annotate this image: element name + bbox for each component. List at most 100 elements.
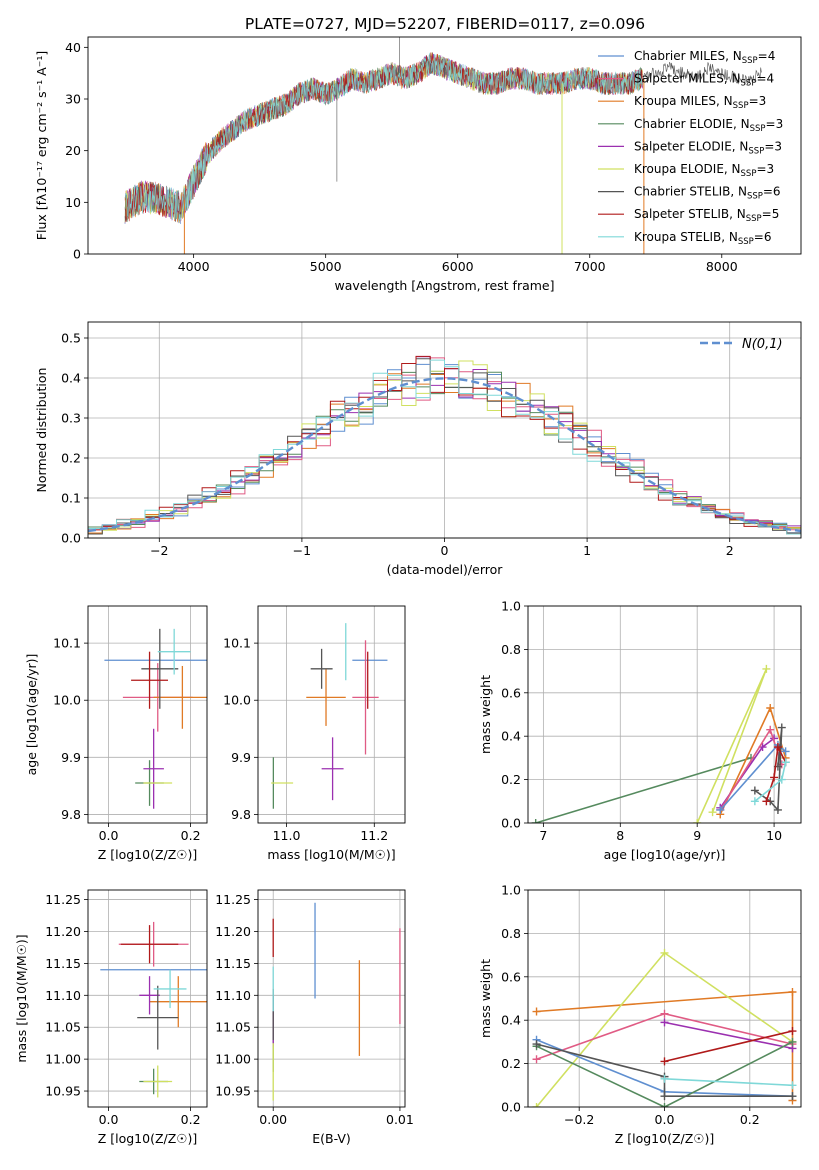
y-axis-label: age [log10(age/yr)] bbox=[24, 654, 39, 776]
weight-point-marker bbox=[788, 987, 797, 996]
y-tick-label: 11.15 bbox=[215, 956, 251, 971]
weight-point-marker bbox=[762, 797, 771, 806]
axes-frame bbox=[257, 889, 406, 1108]
axes-frame bbox=[527, 889, 802, 1108]
x-tick-label: 8 bbox=[616, 828, 624, 843]
x-tick-label: 7 bbox=[539, 828, 547, 843]
figure-title: PLATE=0727, MJD=52207, FIBERID=0117, z=0… bbox=[245, 15, 645, 33]
y-tick-label: 0.0 bbox=[61, 531, 81, 546]
x-tick-label: 11.2 bbox=[360, 828, 388, 843]
weight-series-line bbox=[535, 757, 752, 823]
residuals-panel: −2 −1 0 1 2 0.0 0.1 0.2 0.3 0.4 0.5 (data-model)/er… bbox=[34, 321, 802, 577]
y-tick-label: 11.00 bbox=[215, 1052, 251, 1067]
weight-point-marker bbox=[781, 747, 790, 756]
weight-point-marker bbox=[750, 797, 759, 806]
y-tick-label: 0.1 bbox=[61, 491, 81, 506]
weight-point-marker bbox=[531, 819, 540, 823]
x-tick-label: 0.01 bbox=[386, 1112, 414, 1127]
y-axis-label: mass weight bbox=[478, 959, 493, 1038]
weight-point-marker bbox=[788, 1037, 797, 1046]
weight-vs-z-panel: −0.2 0.0 0.2 0.0 0.2 0.4 0.6 0.8 1.0 Z [log10(Z/Z… bbox=[478, 883, 802, 1146]
weight-point-marker bbox=[532, 1007, 541, 1016]
error-bar-point bbox=[352, 640, 379, 755]
weight-point-marker bbox=[693, 819, 702, 823]
y-tick-label: 11.15 bbox=[45, 956, 81, 971]
x-tick-label: 0.0 bbox=[655, 1112, 675, 1127]
y-tick-label: 9.8 bbox=[231, 807, 251, 822]
mass-vs-ebv-panel: 0.00 0.01 10.95 11.00 11.05 11.10 11.15 11.20 11… bbox=[215, 889, 414, 1146]
y-tick-label: 0.2 bbox=[61, 451, 81, 466]
x-tick-label: −0.2 bbox=[564, 1112, 594, 1127]
axes-frame bbox=[87, 36, 802, 255]
y-tick-label: 0.2 bbox=[501, 1056, 521, 1071]
y-tick-label: 9.8 bbox=[61, 807, 81, 822]
y-tick-label: 11.25 bbox=[45, 892, 81, 907]
x-tick-label: 0.00 bbox=[259, 1112, 287, 1127]
axes-frame bbox=[257, 605, 406, 824]
spectrum-panel: 4000 5000 6000 7000 8000 0 10 20 30 40 wavelength … bbox=[34, 36, 802, 293]
y-tick-label: 0.8 bbox=[501, 642, 521, 657]
weight-vs-age-panel: 7 8 9 10 0.0 0.2 0.4 0.6 0.8 1.0 age [log10(age/yr… bbox=[478, 599, 802, 862]
error-bar-point bbox=[306, 668, 346, 726]
y-tick-label: 11.10 bbox=[45, 988, 81, 1003]
weight-point-marker bbox=[532, 1040, 541, 1049]
y-tick-label: 0.4 bbox=[501, 729, 521, 744]
x-axis-label: age [log10(age/yr)] bbox=[604, 847, 726, 862]
y-axis-label: Flux [fλ10⁻¹⁷ erg cm⁻² s⁻¹ A⁻¹] bbox=[34, 51, 49, 240]
error-bar-point bbox=[141, 628, 179, 709]
x-tick-label: −2 bbox=[150, 543, 168, 558]
x-tick-label: 8000 bbox=[706, 259, 738, 274]
axes-frame bbox=[527, 605, 802, 824]
weight-point-marker bbox=[777, 775, 786, 784]
axes-frame bbox=[87, 605, 208, 824]
error-bar-point bbox=[153, 665, 207, 729]
x-tick-label: 9 bbox=[693, 828, 701, 843]
x-axis-label: Z [log10(Z/Z☉)] bbox=[98, 847, 198, 862]
y-tick-label: 0.6 bbox=[501, 685, 521, 700]
x-tick-label: 2 bbox=[726, 543, 734, 558]
y-tick-label: 10.0 bbox=[223, 693, 251, 708]
weight-series-line bbox=[664, 1021, 793, 1050]
spectrum-plot-area bbox=[124, 37, 762, 254]
x-tick-label: 5000 bbox=[310, 259, 342, 274]
weight-point-marker bbox=[532, 1055, 541, 1064]
y-tick-label: 9.9 bbox=[61, 750, 81, 765]
x-tick-label: 10 bbox=[766, 828, 782, 843]
spectrum-stelib-red-tail bbox=[642, 61, 762, 86]
y-tick-label: 11.00 bbox=[45, 1052, 81, 1067]
weight-point-marker bbox=[660, 1009, 669, 1018]
weight-point-marker bbox=[660, 1057, 669, 1066]
x-tick-label: 7000 bbox=[574, 259, 606, 274]
weight-point-marker bbox=[766, 703, 775, 712]
y-tick-label: 0.6 bbox=[501, 969, 521, 984]
legend-entry-normal: N(0,1) bbox=[742, 337, 783, 352]
error-bar-point bbox=[131, 651, 169, 709]
y-tick-label: 10.1 bbox=[223, 636, 251, 651]
weight-point-marker bbox=[770, 773, 779, 782]
weight-point-marker bbox=[660, 1092, 669, 1101]
legend-entry: Kroupa MILES, NSSP=3 bbox=[634, 94, 766, 111]
weight-point-marker bbox=[708, 808, 717, 817]
x-tick-label: 0.2 bbox=[740, 1112, 760, 1127]
y-tick-label: 11.20 bbox=[215, 924, 251, 939]
weight-series-line bbox=[664, 1078, 793, 1087]
error-bar-point bbox=[149, 976, 207, 1028]
error-bar-point bbox=[120, 925, 179, 964]
x-axis-label: wavelength [Angstrom, rest frame] bbox=[334, 278, 554, 293]
legend-entry: Salpeter STELIB, NSSP=5 bbox=[634, 207, 779, 224]
legend-entry: Chabrier ELODIE, NSSP=3 bbox=[634, 117, 783, 134]
y-tick-label: 11.20 bbox=[45, 924, 81, 939]
y-tick-label: 1.0 bbox=[501, 883, 521, 898]
age-vs-mass-panel: 11.0 11.2 9.8 9.9 10.0 10.1 mass [log10(M/M☉)] bbox=[223, 605, 406, 862]
error-bar-point bbox=[157, 628, 191, 675]
y-axis-label: Normed distribution bbox=[34, 368, 49, 493]
y-tick-label: 40 bbox=[65, 40, 81, 55]
age-vs-z-plot-area bbox=[104, 628, 207, 809]
legend-entry: Kroupa STELIB, NSSP=6 bbox=[634, 230, 772, 247]
y-axis-label: mass [log10(M/M☉)] bbox=[14, 934, 29, 1062]
x-axis-label: (data-model)/error bbox=[387, 562, 504, 577]
weight-point-marker bbox=[788, 1027, 797, 1036]
x-tick-label: 0.0 bbox=[99, 1112, 119, 1127]
y-tick-label: 10.95 bbox=[45, 1084, 81, 1099]
